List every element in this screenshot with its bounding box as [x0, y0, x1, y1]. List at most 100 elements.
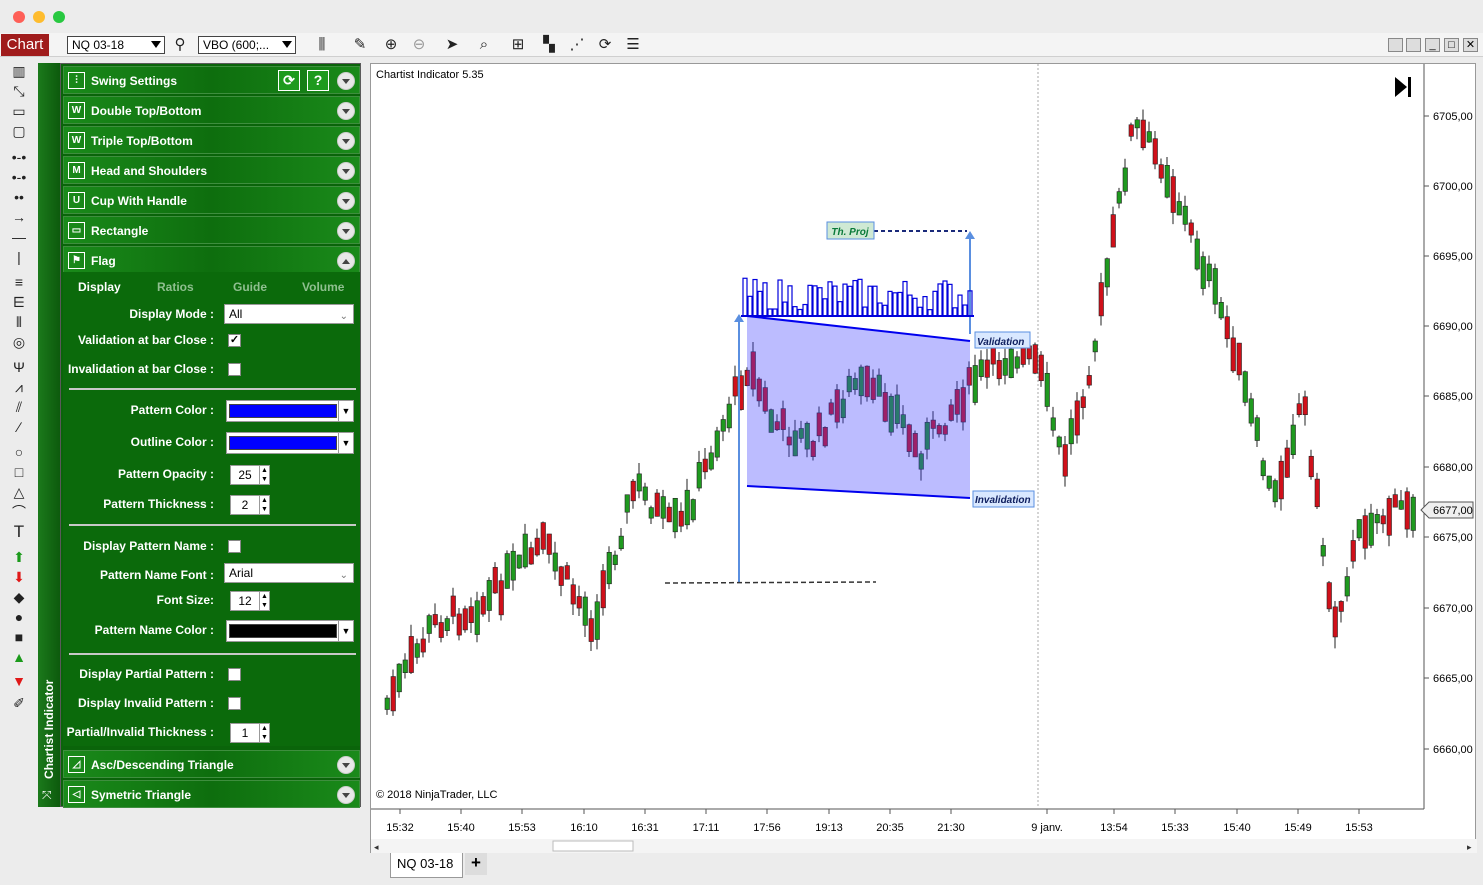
name-color-picker[interactable]: ▼: [226, 620, 354, 642]
instrument-select[interactable]: NQ 03-18: [67, 36, 165, 54]
extended-line-icon[interactable]: ••: [14, 189, 24, 205]
text-icon[interactable]: T: [13, 522, 25, 541]
chart-trader-icon[interactable]: ⊞: [511, 36, 525, 53]
spin-down-icon[interactable]: ▼: [259, 505, 269, 514]
close-window-button[interactable]: [13, 11, 25, 23]
partial-checkbox[interactable]: [228, 668, 241, 681]
close-button[interactable]: ✕: [1463, 38, 1478, 52]
properties-list-icon[interactable]: ☰: [626, 36, 640, 53]
flag-pattern-area[interactable]: [747, 316, 970, 498]
pointer-icon[interactable]: ➤: [445, 36, 459, 53]
chevron-down-icon[interactable]: [337, 222, 355, 240]
search-icon[interactable]: ⚲: [174, 36, 186, 53]
risk-reward-icon[interactable]: ⤡: [13, 83, 25, 99]
price-chart[interactable]: Th. Proj Validation Invalidation 6705,00…: [370, 63, 1477, 854]
chevron-down-icon[interactable]: [337, 132, 355, 150]
spin-up-icon[interactable]: ▲: [259, 466, 269, 475]
bar-type-icon[interactable]: ⫼: [318, 36, 326, 53]
tab-nq-03-18[interactable]: NQ 03-18: [390, 853, 463, 878]
refresh-icon[interactable]: ⟳: [598, 36, 612, 53]
font-size-stepper[interactable]: 12 ▲ ▼: [230, 591, 270, 611]
triangle-icon[interactable]: △: [13, 484, 25, 500]
andrews-pitchfork-icon[interactable]: Ψ: [13, 359, 25, 375]
drawing-settings-icon[interactable]: ✐: [13, 695, 25, 711]
invalid-checkbox[interactable]: [228, 697, 241, 710]
chevron-down-icon[interactable]: [337, 192, 355, 210]
section-swing-settings[interactable]: ⫶ Swing Settings ⟳ ?: [63, 66, 360, 94]
minimize-button[interactable]: _: [1425, 38, 1440, 52]
minimize-window-button[interactable]: [33, 11, 45, 23]
pencil-icon[interactable]: ✎: [353, 36, 367, 53]
spin-down-icon[interactable]: ▼: [259, 475, 269, 484]
outline-color-picker[interactable]: ▼: [226, 432, 354, 454]
arrow-up-icon[interactable]: ⬆: [13, 549, 25, 565]
spin-down-icon[interactable]: ▼: [259, 733, 269, 742]
help-button[interactable]: ?: [307, 70, 329, 91]
display-mode-select[interactable]: All ⌄: [224, 304, 354, 324]
scrollbar-thumb[interactable]: [552, 840, 634, 852]
flag-upper-line[interactable]: [746, 315, 971, 342]
spin-up-icon[interactable]: ▲: [259, 724, 269, 733]
triangle-down-icon[interactable]: ▼: [12, 673, 26, 689]
gann-fan-icon[interactable]: ⩘: [15, 379, 23, 395]
chart-canvas[interactable]: Th. Proj Validation Invalidation 6705,00…: [371, 64, 1477, 854]
triangle-up-icon[interactable]: ▲: [12, 649, 26, 665]
ellipse-icon[interactable]: ○: [14, 444, 24, 460]
indicator-select[interactable]: VBO (600;...: [198, 36, 296, 54]
rectangle-icon[interactable]: □: [14, 464, 24, 480]
section-flag[interactable]: ⚑ Flag: [63, 246, 360, 274]
restore-window-button[interactable]: [1406, 38, 1421, 52]
arrow-down-icon[interactable]: ⬇: [13, 569, 25, 585]
section-rectangle[interactable]: ▭ Rectangle: [63, 216, 360, 244]
data-box-icon[interactable]: ⌕: [479, 36, 489, 53]
fib-retracement-icon[interactable]: ≡: [14, 274, 24, 290]
tab-display[interactable]: Display: [78, 280, 121, 294]
chevron-down-icon[interactable]: [337, 102, 355, 120]
add-tab-button[interactable]: +: [465, 853, 487, 875]
ruler-icon[interactable]: ▥: [12, 63, 26, 79]
section-double-top-bottom[interactable]: W Double Top/Bottom: [63, 96, 360, 124]
maximize-button[interactable]: □: [1444, 38, 1459, 52]
refresh-swing-button[interactable]: ⟳: [278, 70, 300, 91]
ray-icon[interactable]: •-•: [11, 169, 27, 185]
invalidation-checkbox[interactable]: [228, 363, 241, 376]
name-font-select[interactable]: Arial ⌄: [224, 563, 354, 583]
arc-icon[interactable]: ⌒: [12, 504, 26, 520]
opacity-stepper[interactable]: 25 ▲ ▼: [230, 465, 270, 485]
horizontal-scrollbar[interactable]: [371, 839, 1477, 853]
diamond-icon[interactable]: ◆: [13, 589, 25, 605]
spin-down-icon[interactable]: ▼: [259, 601, 269, 610]
dot-icon[interactable]: ●: [14, 609, 24, 625]
flag-lower-line[interactable]: [746, 485, 971, 499]
fib-time-icon[interactable]: ⦀: [15, 314, 23, 330]
region-icon[interactable]: ▭: [12, 103, 26, 119]
chevron-up-icon[interactable]: [337, 252, 355, 270]
spin-up-icon[interactable]: ▲: [259, 592, 269, 601]
display-name-checkbox[interactable]: [228, 540, 241, 553]
chart-tab[interactable]: Chart: [1, 34, 49, 56]
section-cup-handle[interactable]: U Cup With Handle: [63, 186, 360, 214]
section-asc-desc-triangle[interactable]: ◿ Asc/Descending Triangle: [63, 750, 360, 778]
fib-extension-icon[interactable]: ⋿: [12, 294, 26, 310]
fib-circle-icon[interactable]: ◎: [12, 334, 26, 350]
chevron-down-icon[interactable]: [337, 786, 355, 804]
expand-icon[interactable]: ⤧: [42, 788, 52, 802]
tab-ratios[interactable]: Ratios: [157, 280, 194, 294]
templates-icon[interactable]: ▚: [543, 36, 555, 53]
thickness-stepper[interactable]: 2 ▲ ▼: [230, 495, 270, 515]
zoom-in-icon[interactable]: ⊕: [384, 36, 398, 53]
chevron-down-icon[interactable]: [337, 162, 355, 180]
vertical-line-icon[interactable]: |: [17, 249, 21, 265]
tab-guide[interactable]: Guide: [233, 280, 268, 294]
section-triple-top-bottom[interactable]: W Triple Top/Bottom: [63, 126, 360, 154]
pattern-color-picker[interactable]: ▼: [226, 400, 354, 422]
partial-thickness-stepper[interactable]: 1 ▲ ▼: [230, 723, 270, 743]
tab-volume[interactable]: Volume: [302, 280, 345, 294]
scroll-right-icon[interactable]: ▸: [1467, 842, 1472, 852]
chevron-down-icon[interactable]: [337, 756, 355, 774]
scroll-end-icon[interactable]: [1395, 77, 1407, 97]
tile-window-button[interactable]: [1388, 38, 1403, 52]
section-symetric-triangle[interactable]: ◁ Symetric Triangle: [63, 780, 360, 808]
strategies-icon[interactable]: ⋰: [569, 36, 585, 53]
region-highlight-icon[interactable]: ▢: [12, 123, 26, 139]
